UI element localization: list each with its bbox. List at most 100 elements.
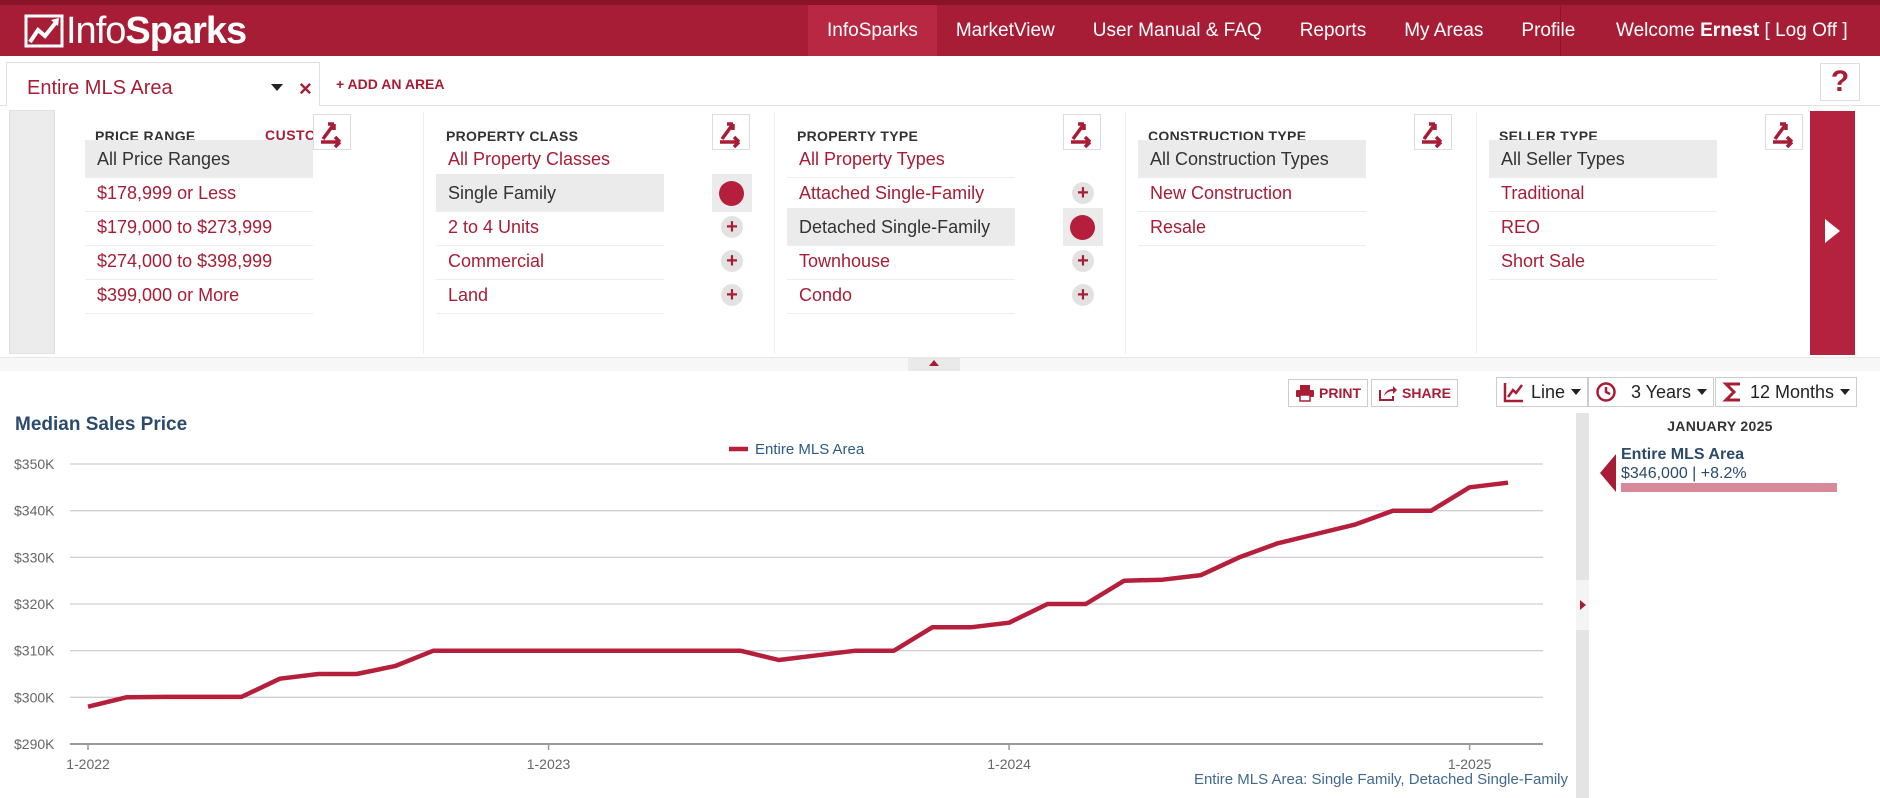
drill-arrow-icon	[1071, 122, 1092, 149]
property-class-option[interactable]: Single Family	[436, 174, 664, 212]
user-name: Ernest	[1700, 20, 1760, 41]
nav-marketview[interactable]: MarketView	[955, 20, 1055, 41]
area-name: Entire MLS Area	[27, 77, 173, 99]
nav-reports[interactable]: Reports	[1299, 20, 1367, 41]
add-filter-button[interactable]: +	[1063, 174, 1103, 212]
rolling-period-select[interactable]: 12 Months	[1715, 377, 1858, 407]
add-area-button[interactable]: + ADD AN AREA	[336, 76, 445, 92]
seller-type-export-button[interactable]	[1765, 114, 1803, 150]
logoff-link[interactable]: [ Log Off ]	[1759, 20, 1848, 41]
chart-type-select[interactable]: Line	[1496, 377, 1589, 407]
add-filter-button[interactable]: +	[1063, 242, 1103, 280]
welcome-prefix: Welcome	[1616, 20, 1701, 41]
construction-type-export-button[interactable]	[1414, 114, 1452, 150]
price-range-column: PRICE RANGE CUSTOM All Price Ranges $178…	[73, 112, 424, 354]
y-tick-label: $310K	[14, 643, 55, 659]
add-filter-button[interactable]: +	[712, 276, 752, 314]
clock-icon	[1596, 382, 1616, 402]
help-button[interactable]: ?	[1820, 63, 1860, 101]
selected-dot-icon	[719, 181, 744, 206]
seller-type-option[interactable]: Traditional	[1489, 174, 1717, 212]
construction-type-option[interactable]: All Construction Types	[1138, 140, 1366, 178]
property-class-option[interactable]: 2 to 4 Units	[436, 208, 664, 246]
print-button[interactable]: PRINT	[1288, 379, 1368, 407]
x-tick-label: 1-2024	[987, 756, 1031, 772]
selected-indicator[interactable]	[1063, 208, 1103, 246]
welcome-message: Welcome Ernest [ Log Off ]	[1560, 5, 1880, 56]
property-type-option[interactable]: All Property Types	[787, 140, 1015, 178]
y-tick-label: $330K	[14, 549, 55, 565]
infosparks-logo[interactable]: InfoSparks	[24, 9, 247, 53]
property-class-option[interactable]: All Property Classes	[436, 140, 664, 178]
chevron-up-icon	[929, 360, 939, 366]
plus-icon: +	[721, 284, 743, 306]
y-tick-label: $300K	[14, 689, 55, 705]
property-class-export-button[interactable]	[712, 114, 750, 150]
pointer-icon	[1600, 454, 1616, 492]
drill-arrow-icon	[1773, 122, 1794, 149]
seller-type-option[interactable]: REO	[1489, 208, 1717, 246]
chevron-right-icon	[1825, 219, 1840, 243]
property-type-option[interactable]: Condo	[787, 276, 1015, 314]
selected-indicator[interactable]	[712, 174, 752, 212]
property-class-option[interactable]: Land	[436, 276, 664, 314]
price-option[interactable]: $178,999 or Less	[85, 174, 313, 212]
nav-infosparks[interactable]: InfoSparks	[808, 5, 937, 56]
share-button[interactable]: SHARE	[1371, 379, 1459, 407]
price-option[interactable]: $399,000 or More	[85, 276, 313, 314]
drill-arrow-icon	[1422, 122, 1443, 149]
side-panel-value: $346,000 | +8.2%	[1621, 465, 1747, 482]
chart-caption: Entire MLS Area: Single Family, Detached…	[1193, 771, 1568, 788]
chart-logo-icon	[24, 14, 64, 48]
time-range-value: 3 Years	[1631, 381, 1692, 402]
add-filter-button[interactable]: +	[712, 242, 752, 280]
plus-icon: +	[1072, 250, 1094, 272]
sigma-icon	[1722, 382, 1740, 402]
time-range-select[interactable]: 3 Years	[1588, 377, 1715, 407]
filter-next-button[interactable]	[1810, 111, 1855, 355]
logo-prefix: Info	[66, 9, 126, 52]
add-filter-button[interactable]: +	[1063, 276, 1103, 314]
area-selector[interactable]: Entire MLS Area ×	[6, 62, 320, 106]
share-icon	[1379, 386, 1397, 401]
chart-type-value: Line	[1531, 381, 1566, 402]
property-type-option[interactable]: Attached Single-Family	[787, 174, 1015, 212]
nav-my-areas[interactable]: My Areas	[1404, 20, 1484, 41]
property-class-column: PROPERTY CLASS All Property Classes Sing…	[424, 112, 775, 354]
price-range-export-button[interactable]	[313, 114, 351, 150]
custom-price-button[interactable]: CUSTOM	[265, 127, 329, 143]
side-panel-value-bar	[1621, 483, 1837, 492]
price-option[interactable]: $274,000 to $398,999	[85, 242, 313, 280]
property-type-export-button[interactable]	[1063, 114, 1101, 150]
property-type-option[interactable]: Townhouse	[787, 242, 1015, 280]
chevron-down-icon[interactable]	[271, 84, 283, 91]
property-class-title: PROPERTY CLASS	[446, 128, 579, 144]
share-label: SHARE	[1402, 385, 1452, 401]
chart-title: Median Sales Price	[15, 414, 188, 435]
construction-type-option[interactable]: New Construction	[1138, 174, 1366, 212]
selected-dot-icon	[1070, 215, 1095, 240]
y-tick-label: $290K	[14, 736, 55, 752]
add-filter-button[interactable]: +	[712, 208, 752, 246]
property-class-option[interactable]: Commercial	[436, 242, 664, 280]
series-line	[87, 480, 1509, 709]
area-bar: Entire MLS Area × + ADD AN AREA ?	[0, 56, 1880, 106]
chevron-right-icon	[1580, 600, 1586, 610]
chevron-down-icon	[1697, 389, 1708, 395]
seller-type-option[interactable]: Short Sale	[1489, 242, 1717, 280]
property-type-option[interactable]: Detached Single-Family	[787, 208, 1015, 246]
drill-arrow-icon	[321, 122, 342, 149]
nav-profile[interactable]: Profile	[1521, 20, 1576, 41]
expand-side-panel-button[interactable]	[1576, 580, 1589, 630]
construction-type-option[interactable]: Resale	[1138, 208, 1366, 246]
filter-prev-tab[interactable]	[9, 110, 55, 354]
price-option[interactable]: $179,000 to $273,999	[85, 208, 313, 246]
plus-icon: +	[1072, 182, 1094, 204]
plus-icon: +	[721, 250, 743, 272]
x-tick-label: 1-2023	[527, 756, 571, 772]
seller-type-option[interactable]: All Seller Types	[1489, 140, 1717, 178]
price-option[interactable]: All Price Ranges	[85, 140, 313, 178]
nav-user-manual[interactable]: User Manual & FAQ	[1092, 20, 1262, 41]
close-icon[interactable]: ×	[299, 76, 312, 101]
collapse-filters-button[interactable]	[908, 357, 960, 371]
